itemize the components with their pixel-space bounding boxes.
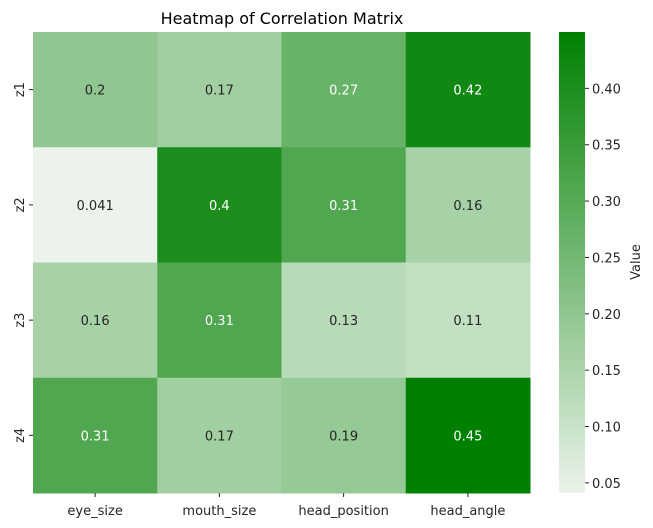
x-tick-label: mouth_size bbox=[182, 504, 256, 519]
heatmap-cell-labels: 0.2 0.17 0.27 0.42 0.041 0.4 0.31 0.16 0.16 0.31 0… bbox=[77, 84, 483, 445]
cell-value-label: 0.13 bbox=[329, 314, 358, 329]
cell-value-label: 0.041 bbox=[77, 199, 114, 214]
chart-title: Heatmap of Correlation Matrix bbox=[161, 9, 404, 28]
heatmap-cell bbox=[33, 262, 158, 379]
x-tick-label: head_position bbox=[298, 504, 388, 519]
colorbar-tick-label: 0.15 bbox=[592, 364, 621, 379]
heatmap-cell bbox=[157, 262, 282, 379]
cell-value-label: 0.4 bbox=[209, 199, 230, 214]
heatmap-cell bbox=[281, 32, 407, 148]
x-tick-label: eye_size bbox=[67, 504, 122, 519]
cell-value-label: 0.11 bbox=[453, 314, 482, 329]
heatmap-cell bbox=[33, 147, 158, 263]
y-tick-label: z4 bbox=[13, 428, 28, 443]
cell-value-label: 0.42 bbox=[453, 84, 482, 99]
colorbar-tick-label: 0.30 bbox=[592, 195, 621, 210]
cell-value-label: 0.31 bbox=[329, 199, 358, 214]
cell-value-label: 0.45 bbox=[453, 429, 482, 444]
x-tick-label: head_angle bbox=[430, 504, 505, 519]
cell-value-label: 0.19 bbox=[329, 429, 358, 444]
colorbar-tick-label: 0.10 bbox=[592, 420, 621, 435]
colorbar-ticks: 0.05 0.10 0.15 0.20 0.25 0.30 0.35 0.40 bbox=[585, 82, 621, 492]
heatmap-cell bbox=[405, 262, 531, 379]
colorbar-tick-label: 0.35 bbox=[592, 139, 621, 154]
y-tick-label: z2 bbox=[13, 197, 28, 212]
heatmap-cell bbox=[33, 32, 158, 148]
heatmap-cell bbox=[281, 262, 407, 379]
heatmap-cell bbox=[281, 147, 407, 263]
cell-value-label: 0.2 bbox=[85, 84, 106, 99]
cell-value-label: 0.16 bbox=[453, 199, 482, 214]
cell-value-label: 0.31 bbox=[81, 429, 110, 444]
y-axis-ticks: z1 z2 z3 z4 bbox=[13, 82, 33, 443]
colorbar-tick-label: 0.40 bbox=[592, 82, 621, 97]
cell-value-label: 0.16 bbox=[81, 314, 110, 329]
heatmap-cells bbox=[33, 32, 531, 494]
cell-value-label: 0.27 bbox=[329, 84, 358, 99]
cell-value-label: 0.17 bbox=[205, 84, 234, 99]
heatmap-cell bbox=[405, 32, 531, 148]
x-axis-ticks: eye_size mouth_size head_position head_angl… bbox=[67, 493, 505, 519]
heatmap-cell bbox=[405, 147, 531, 263]
colorbar-tick-label: 0.25 bbox=[592, 251, 621, 266]
cell-value-label: 0.17 bbox=[205, 429, 234, 444]
y-tick-label: z3 bbox=[13, 313, 28, 328]
heatmap-cell bbox=[33, 377, 158, 494]
colorbar-tick-label: 0.05 bbox=[592, 477, 621, 492]
colorbar-label: Value bbox=[629, 244, 644, 280]
heatmap-cell bbox=[157, 377, 282, 494]
heatmap-cell bbox=[405, 377, 531, 494]
y-tick-label: z1 bbox=[13, 82, 28, 97]
colorbar-tick-label: 0.20 bbox=[592, 308, 621, 323]
heatmap-cell bbox=[157, 32, 282, 148]
cell-value-label: 0.31 bbox=[205, 314, 234, 329]
heatmap-cell bbox=[157, 147, 282, 263]
colorbar bbox=[559, 32, 585, 493]
heatmap-cell bbox=[281, 377, 407, 494]
